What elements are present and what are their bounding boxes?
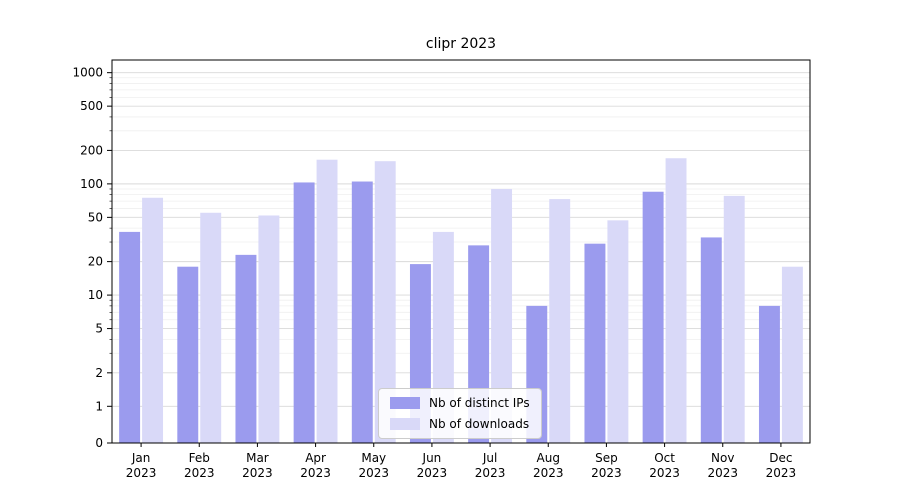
bar-nb-of-downloads-may-2023 xyxy=(374,161,396,443)
y-tick-label: 2 xyxy=(95,366,103,380)
y-tick-label: 20 xyxy=(88,255,103,269)
y-tick-label: 1 xyxy=(95,399,103,413)
x-tick-label: Jun 2023 xyxy=(417,451,448,480)
legend-label-distinct-ips: Nb of distinct IPs xyxy=(429,396,530,410)
bar-nb-of-downloads-jul-2023 xyxy=(491,188,513,443)
y-tick-label: 5 xyxy=(95,322,103,336)
legend-item-distinct-ips: Nb of distinct IPs xyxy=(390,396,530,410)
chart-title: clipr 2023 xyxy=(425,36,497,52)
bar-nb-of-downloads-feb-2023 xyxy=(200,212,222,443)
x-tick-label: May 2023 xyxy=(358,451,389,480)
bar-nb-of-downloads-dec-2023 xyxy=(781,266,803,443)
bar-nb-of-downloads-oct-2023 xyxy=(665,158,687,443)
bar-nb-of-distinct-ips-sep-2023 xyxy=(584,243,606,443)
bar-nb-of-distinct-ips-feb-2023 xyxy=(177,266,199,443)
x-tick-label: Aug 2023 xyxy=(533,451,564,480)
bar-nb-of-downloads-apr-2023 xyxy=(316,159,338,443)
y-tick-label: 100 xyxy=(80,177,103,191)
bar-nb-of-distinct-ips-mar-2023 xyxy=(235,254,257,443)
bar-nb-of-downloads-jan-2023 xyxy=(142,197,164,443)
x-tick-label: Sep 2023 xyxy=(591,451,622,480)
legend-item-downloads: Nb of downloads xyxy=(390,417,530,431)
x-tick-label: Feb 2023 xyxy=(184,451,215,480)
bar-nb-of-distinct-ips-may-2023 xyxy=(351,181,373,443)
x-tick-label: Dec 2023 xyxy=(766,451,797,480)
bar-nb-of-distinct-ips-nov-2023 xyxy=(700,237,722,443)
y-tick-label: 10 xyxy=(88,288,103,302)
bar-nb-of-distinct-ips-oct-2023 xyxy=(642,191,664,443)
y-tick-label: 500 xyxy=(80,99,103,113)
y-tick-label: 0 xyxy=(95,436,103,450)
x-tick-label: Jan 2023 xyxy=(126,451,157,480)
y-tick-label: 1000 xyxy=(72,66,103,80)
legend: Nb of distinct IPs Nb of downloads xyxy=(378,388,542,439)
x-tick-label: Jul 2023 xyxy=(475,451,506,480)
bar-nb-of-downloads-aug-2023 xyxy=(549,199,571,443)
x-tick-label: Mar 2023 xyxy=(242,451,273,480)
x-tick-label: Apr 2023 xyxy=(300,451,331,480)
legend-swatch-distinct-ips xyxy=(390,397,420,409)
bar-nb-of-distinct-ips-apr-2023 xyxy=(293,182,315,443)
y-tick-label: 200 xyxy=(80,143,103,157)
y-tick-label: 50 xyxy=(88,210,103,224)
legend-label-downloads: Nb of downloads xyxy=(429,417,530,431)
x-tick-label: Oct 2023 xyxy=(649,451,680,480)
bar-nb-of-distinct-ips-dec-2023 xyxy=(758,305,780,443)
bar-nb-of-distinct-ips-jan-2023 xyxy=(119,231,141,443)
x-tick-label: Nov 2023 xyxy=(707,451,738,480)
bar-nb-of-downloads-sep-2023 xyxy=(607,220,629,443)
plot-frame xyxy=(111,59,811,444)
legend-swatch-downloads xyxy=(390,418,420,430)
bar-nb-of-downloads-nov-2023 xyxy=(723,195,745,443)
bar-nb-of-downloads-mar-2023 xyxy=(258,215,280,443)
